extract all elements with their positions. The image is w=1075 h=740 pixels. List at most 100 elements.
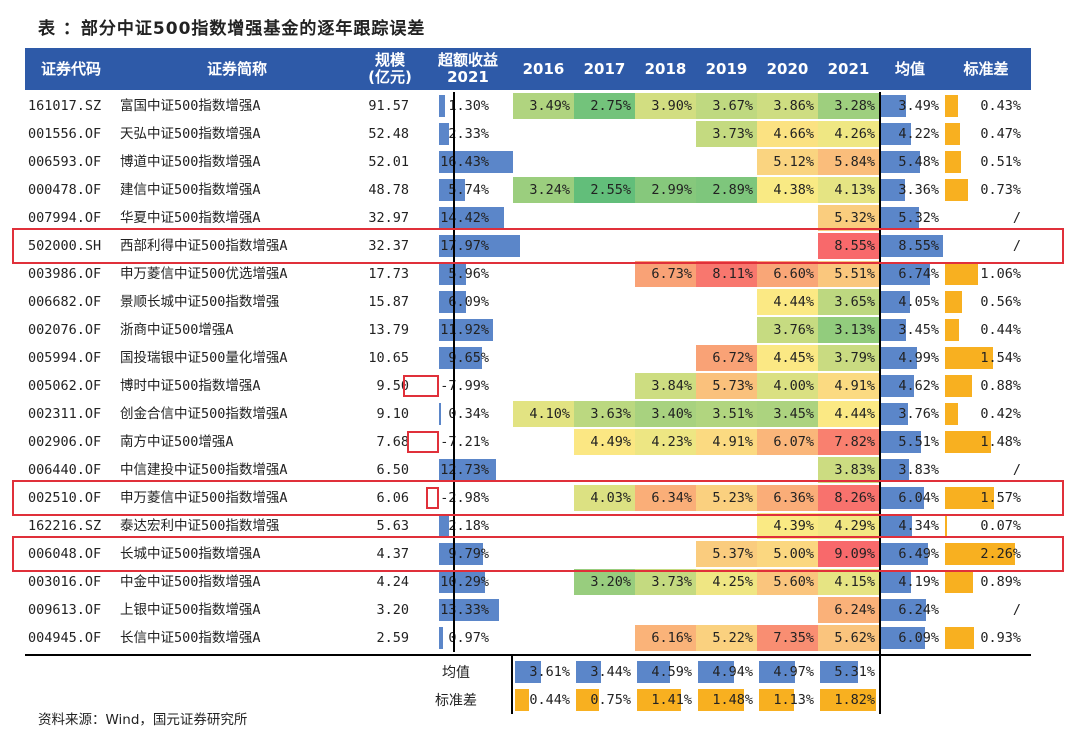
- year-cell: 3.73%: [635, 569, 696, 595]
- summary-bar: [759, 689, 795, 711]
- table-row: 005062.OF 博时中证500指数增强A 9.50 -7.99% 3.84% 5.73…: [25, 372, 1031, 400]
- year-cell: 2.99%: [635, 177, 696, 203]
- year-cell: 5.00%: [757, 541, 818, 567]
- year-cell: 4.66%: [757, 121, 818, 147]
- summary-bar: [698, 689, 744, 711]
- year-cell: 3.83%: [818, 457, 879, 483]
- fund-scale: 9.50: [376, 378, 409, 394]
- excess-bar: [403, 375, 439, 397]
- fund-name: 国投瑞银中证500量化增强A: [120, 350, 288, 366]
- excess-value: 13.33%: [440, 602, 489, 618]
- mean-bar: [881, 627, 925, 649]
- std-value: /: [1012, 602, 1021, 618]
- year-cell: 4.91%: [818, 373, 879, 399]
- fund-name: 申万菱信中证500指数增强A: [120, 490, 288, 506]
- mean-value: 4.19%: [898, 574, 939, 590]
- year-cell: 4.10%: [513, 401, 574, 427]
- fund-code: 000478.OF: [28, 182, 102, 198]
- mean-value: 3.49%: [898, 98, 939, 114]
- year-cell: 3.51%: [696, 401, 757, 427]
- excess-bar: [439, 179, 465, 201]
- std-bar: [945, 291, 963, 313]
- fund-code: 002311.OF: [28, 406, 102, 422]
- table-row: 004945.OF 长信中证500指数增强A 2.59 0.97% 6.16% 5.22%…: [25, 624, 1031, 652]
- summary-label: 标准差: [435, 693, 477, 709]
- std-bar: [945, 151, 961, 173]
- table-row: 001556.OF 天弘中证500指数增强A 52.48 2.33% 3.73% 4.66…: [25, 120, 1031, 148]
- fund-scale: 7.68: [376, 434, 409, 450]
- std-bar: [945, 543, 1016, 565]
- year-cell: 4.23%: [635, 429, 696, 455]
- year-cell: 4.25%: [696, 569, 757, 595]
- summary-bar: [637, 689, 681, 711]
- year-cell: 9.09%: [818, 541, 879, 567]
- fund-scale: 32.97: [368, 210, 409, 226]
- table-row: 006682.OF 景顺长城中证500指数增强 15.87 6.09% 4.44% 3.6…: [25, 288, 1031, 316]
- year-cell: 4.15%: [818, 569, 879, 595]
- summary-value: 3.44%: [590, 664, 631, 680]
- summary-value: 1.13%: [773, 692, 814, 708]
- mean-value: 5.51%: [898, 434, 939, 450]
- fund-code: 162216.SZ: [28, 518, 102, 534]
- fund-name: 创金合信中证500指数增强A: [120, 406, 288, 422]
- year-cell: 3.13%: [818, 317, 879, 343]
- excess-bar: [439, 263, 466, 285]
- std-value: 0.56%: [980, 294, 1021, 310]
- fund-name: 长城中证500指数增强A: [120, 546, 261, 562]
- summary-bar: [637, 661, 671, 683]
- fund-code: 004945.OF: [28, 630, 102, 646]
- mean-value: 6.09%: [898, 630, 939, 646]
- mean-bar: [881, 263, 930, 285]
- fund-scale: 3.20: [376, 602, 409, 618]
- excess-bar: [439, 543, 484, 565]
- summary-value: 4.59%: [651, 664, 692, 680]
- mean-value: 3.83%: [898, 462, 939, 478]
- mean-value: 4.99%: [898, 350, 939, 366]
- summary-value: 0.44%: [529, 692, 570, 708]
- fund-code: 002906.OF: [28, 434, 102, 450]
- year-cell: 7.35%: [757, 625, 818, 651]
- table-row: 502000.SH 西部利得中证500指数增强A 32.37 17.97% 8.55% 8…: [25, 232, 1031, 260]
- std-value: /: [1012, 462, 1021, 478]
- fund-scale: 5.63: [376, 518, 409, 534]
- fund-scale: 6.50: [376, 462, 409, 478]
- fund-code: 005994.OF: [28, 350, 102, 366]
- std-bar: [945, 123, 960, 145]
- excess-value: -2.98%: [440, 490, 489, 506]
- year-cell: 4.45%: [757, 345, 818, 371]
- fund-scale: 4.24: [376, 574, 409, 590]
- year-cell: 3.40%: [635, 401, 696, 427]
- excess-bar: [439, 515, 449, 537]
- mean-bar: [881, 375, 915, 397]
- year-cell: 5.62%: [818, 625, 879, 651]
- year-cell: 2.89%: [696, 177, 757, 203]
- year-cell: 3.65%: [818, 289, 879, 315]
- year-cell: 3.63%: [574, 401, 635, 427]
- std-value: 1.06%: [980, 266, 1021, 282]
- mean-value: 4.22%: [898, 126, 939, 142]
- std-value: 0.47%: [980, 126, 1021, 142]
- std-value: 0.93%: [980, 630, 1021, 646]
- fund-scale: 91.57: [368, 98, 409, 114]
- fund-code: 009613.OF: [28, 602, 102, 618]
- year-cell: 4.44%: [818, 401, 879, 427]
- fund-code: 003016.OF: [28, 574, 102, 590]
- table-row: 000478.OF 建信中证500指数增强A 48.78 5.74% 3.24% 2.55…: [25, 176, 1031, 204]
- header-name: 证券简称: [206, 59, 267, 78]
- summary-value: 4.97%: [773, 664, 814, 680]
- fund-name: 景顺长城中证500指数增强: [120, 294, 280, 310]
- summary-value: 3.61%: [529, 664, 570, 680]
- std-bar: [945, 571, 973, 593]
- summary-value: 4.94%: [712, 664, 753, 680]
- excess-value: 10.29%: [440, 574, 489, 590]
- year-cell: 5.37%: [696, 541, 757, 567]
- mean-bar: [881, 403, 909, 425]
- mean-value: 6.24%: [898, 602, 939, 618]
- summary-bar: [698, 661, 734, 683]
- excess-value: 2.33%: [448, 126, 489, 142]
- mean-bar: [881, 543, 928, 565]
- excess-value: 5.74%: [448, 182, 489, 198]
- header-std: 标准差: [963, 59, 1009, 78]
- excess-value: 2.18%: [448, 518, 489, 534]
- year-cell: 5.12%: [757, 149, 818, 175]
